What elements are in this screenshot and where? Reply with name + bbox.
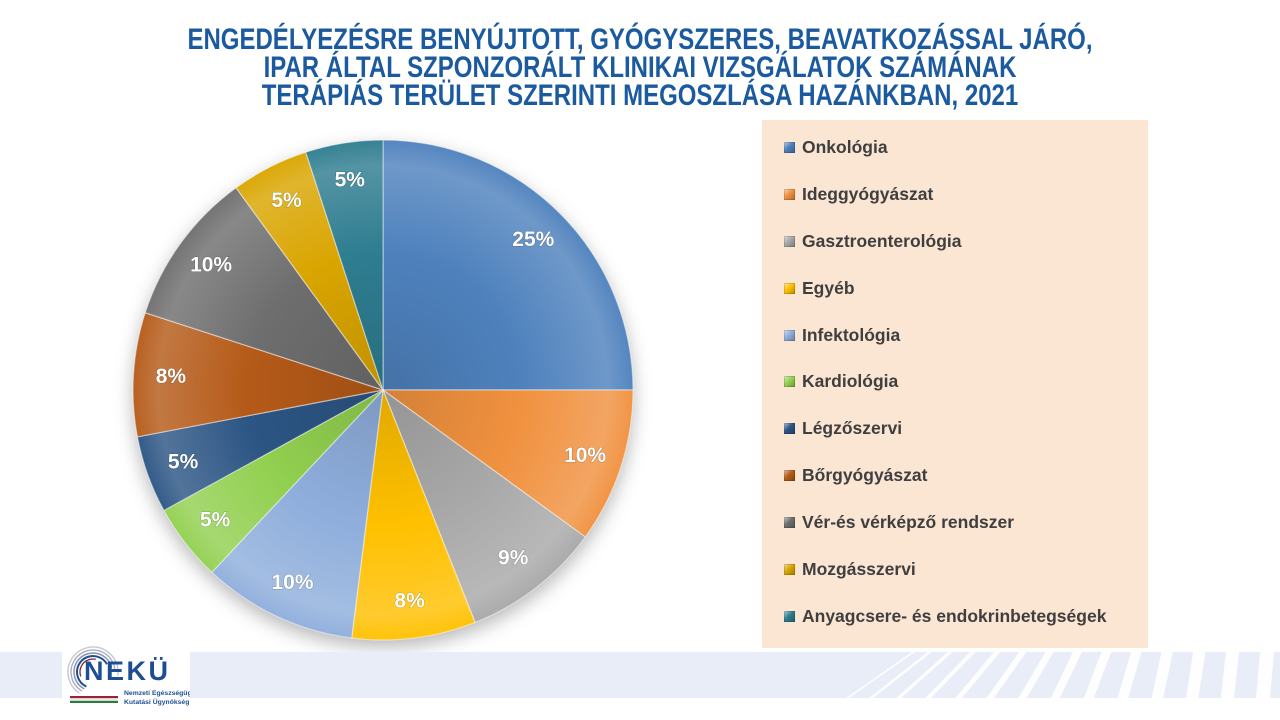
pie-slice-label: 5% (271, 189, 302, 212)
pie-slice-v-r-s-v-rk-pz-rendszer (144, 186, 385, 392)
legend-label: Bőrgyógyászat (802, 465, 928, 486)
legend-label: Infektológia (802, 324, 901, 345)
pie-chart: 25% 10% 9% 8% 10% 5% 5% 8% 10% 5% 5% (132, 139, 634, 641)
legend-color-marker-icon (784, 517, 795, 529)
footer-ray-stripe (1117, 652, 1142, 698)
neku-logo-subtitle-2: Kutatási Ügynökség (124, 697, 189, 706)
legend-label: Onkológia (802, 136, 888, 157)
pie-slice-infektol-gia (211, 388, 384, 639)
legend-item-egy-b: Egyéb (762, 265, 1148, 312)
title-line-2: IPAR ÁLTAL SZPONZORÁLT KLINIKAI VIZSGÁLA… (263, 51, 1017, 84)
legend-item-infektol-gia: Infektológia (762, 312, 1148, 359)
pie-slice-label: 8% (394, 589, 425, 612)
pie-slice-l-gz-szervi (136, 389, 384, 512)
footer-ray-stripe (1084, 652, 1112, 698)
pie-slice-label: 5% (168, 451, 199, 474)
pie-slice-anyagcsere-s-endokrinbetegs-gek (304, 139, 384, 391)
title-line-3: TERÁPIÁS TERÜLET SZERINTI MEGOSZLÁSA HAZ… (261, 79, 1019, 112)
footer-ray-stripe (846, 652, 915, 698)
legend-color-marker-icon (784, 470, 795, 482)
footer-ray-stripe (925, 652, 976, 698)
legend-label: Gasztroenterológia (802, 230, 962, 251)
legend-item-v-r-s-v-rk-pz-rendszer: Vér-és vérképző rendszer (762, 499, 1148, 546)
pie-slice-kardiol-gia (163, 389, 384, 574)
legend-item-kardiol-gia: Kardiológia (762, 359, 1148, 406)
pie-slice-label: 8% (156, 365, 187, 388)
footer-ray-stripe (955, 652, 1001, 698)
legend-item-anyagcsere-s-endokrinbetegs-gek: Anyagcsere- és endokrinbetegségek (762, 593, 1148, 640)
pie-slice-label: 9% (498, 546, 529, 569)
footer-rays-decoration (846, 652, 1274, 698)
footer-ray-stripe (1186, 652, 1206, 698)
legend-item-gasztroenterol-gia: Gasztroenterológia (762, 218, 1148, 265)
pie-slice-mozg-sszervi (235, 151, 384, 391)
neku-logo-graphic: NEKÜ Nemzeti Egészségügyi Kutatási Ügynö… (67, 646, 190, 706)
legend-item-l-gz-szervi: Légzőszervi (762, 405, 1148, 452)
pie-slice-gasztroenterol-gia (381, 388, 587, 624)
pie-slice-label: 10% (564, 444, 606, 467)
legend-item-onkol-gia: Onkológia (762, 124, 1148, 171)
footer-ray-stripe (1050, 652, 1082, 698)
legend-label: Egyéb (802, 277, 855, 298)
legend-color-marker-icon (784, 376, 795, 388)
legend-item-mozg-sszervi: Mozgásszervi (762, 546, 1148, 593)
legend-label: Anyagcsere- és endokrinbetegségek (802, 606, 1107, 627)
footer-ray-stripe (896, 652, 953, 698)
legend-color-marker-icon (784, 141, 795, 153)
pie-slice-b-rgy-gy-szat (132, 311, 384, 438)
legend-color-marker-icon (784, 188, 795, 200)
pie-slice-label: 10% (190, 254, 232, 277)
pie-slice-label: 5% (335, 169, 366, 192)
neku-logo: NEKÜ Nemzeti Egészségügyi Kutatási Ügynö… (62, 645, 190, 708)
legend-color-marker-icon (784, 564, 795, 576)
title-line-1: ENGEDÉLYEZÉSRE BENYÚJTOTT, GYÓGYSZERES, … (187, 23, 1093, 56)
pie-slice-onkol-gia (382, 139, 634, 391)
neku-logo-subtitle-1: Nemzeti Egészségügyi (124, 690, 190, 697)
legend-color-marker-icon (784, 423, 795, 435)
chart-title: ENGEDÉLYEZÉSRE BENYÚJTOTT, GYÓGYSZERES, … (128, 23, 1152, 112)
footer-ray-stripe (1018, 652, 1054, 698)
pie-slice-label: 5% (200, 509, 231, 532)
legend-item-ideggy-gy-szat: Ideggyógyászat (762, 171, 1148, 218)
footer-ray-stripe (869, 652, 932, 698)
footer-ray-stripe (1220, 652, 1240, 698)
pie-slice-egy-b (350, 389, 476, 641)
neku-logo-text: NEKÜ (84, 656, 171, 686)
legend-label: Ideggyógyászat (802, 183, 934, 204)
legend-color-marker-icon (784, 329, 795, 341)
legend-color-marker-icon (784, 611, 795, 623)
footer-ray-stripe (1256, 652, 1274, 698)
pie-slice-label: 10% (271, 571, 313, 594)
legend-color-marker-icon (784, 282, 795, 294)
pie-slice-ideggy-gy-szat (381, 389, 634, 538)
footer-ray-stripe (986, 652, 1027, 698)
hungarian-flag-stripes-icon (70, 696, 118, 703)
pie-slice-label: 25% (512, 228, 554, 251)
chart-legend: Onkológia Ideggyógyászat Gasztroenterológi… (762, 120, 1148, 648)
legend-label: Kardiológia (802, 371, 899, 392)
legend-label: Légzőszervi (802, 418, 903, 439)
footer-ray-stripe (1151, 652, 1174, 698)
legend-item-b-rgy-gy-szat: Bőrgyógyászat (762, 452, 1148, 499)
legend-label: Mozgásszervi (802, 559, 916, 580)
legend-color-marker-icon (784, 235, 795, 247)
footer-band: NEKÜ Nemzeti Egészségügyi Kutatási Ügynö… (0, 645, 1280, 708)
legend-label: Vér-és vérképző rendszer (802, 512, 1015, 533)
